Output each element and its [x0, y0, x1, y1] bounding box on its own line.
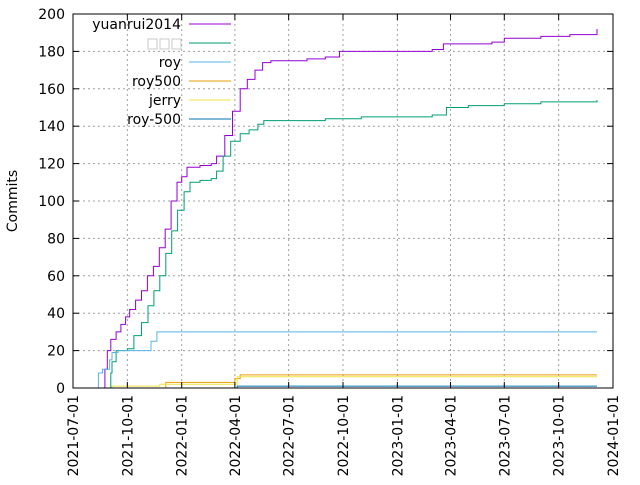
legend-glyph-box	[171, 38, 182, 50]
legend-label: jerry	[148, 93, 181, 109]
y-tick-label: 180	[38, 44, 65, 60]
y-tick-label: 0	[56, 381, 65, 397]
x-tick-label: 2022-10-01	[336, 395, 352, 476]
legend-entry: roy500	[132, 74, 231, 90]
y-axis-label: Commits	[5, 170, 21, 232]
legend-glyph-box	[159, 38, 170, 50]
x-tick-label: 2021-07-01	[66, 395, 82, 476]
legend: yuanrui2014 roy roy500 jerry roy-500	[92, 17, 231, 128]
grid-layer	[73, 14, 613, 388]
legend-entry: jerry	[148, 93, 231, 109]
y-tick-label: 160	[38, 82, 65, 98]
x-tick-label: 2023-07-01	[497, 395, 513, 476]
y-tick-label: 140	[38, 119, 65, 135]
series-line-2	[96, 331, 597, 389]
x-tick-label: 2023-04-01	[444, 395, 460, 476]
x-tick-label: 2022-07-01	[282, 395, 298, 476]
x-tick-label: 2021-10-01	[120, 395, 136, 476]
series-line-0	[102, 29, 598, 389]
x-tick-label: 2023-10-01	[552, 395, 568, 476]
y-tick-label: 80	[47, 231, 65, 247]
x-tick-label: 2022-01-01	[175, 395, 191, 476]
series-line-1	[109, 100, 598, 389]
legend-label: yuanrui2014	[92, 17, 181, 33]
tick-layer: 0 20 40 60 80 100 120 140 160 180 200 2021-07-01 202…	[38, 7, 622, 476]
y-tick-label: 20	[47, 344, 65, 360]
y-tick-label: 200	[38, 7, 65, 23]
y-tick-label: 60	[47, 269, 65, 285]
legend-entry	[147, 38, 231, 50]
y-tick-label: 120	[38, 157, 65, 173]
x-tick-label: 2024-01-01	[606, 395, 622, 476]
x-tick-label: 2022-04-01	[228, 395, 244, 476]
legend-label: roy	[159, 55, 181, 71]
legend-label: roy500	[132, 74, 181, 90]
y-tick-label: 100	[38, 194, 65, 210]
legend-glyph-box	[147, 38, 158, 50]
legend-entry: yuanrui2014	[92, 17, 231, 33]
y-tick-label: 40	[47, 306, 65, 322]
series-line-4	[109, 376, 597, 389]
legend-entry: roy	[159, 55, 231, 71]
legend-label: roy-500	[127, 112, 181, 128]
legend-entry: roy-500	[127, 112, 231, 128]
x-tick-label: 2023-01-01	[390, 395, 406, 476]
